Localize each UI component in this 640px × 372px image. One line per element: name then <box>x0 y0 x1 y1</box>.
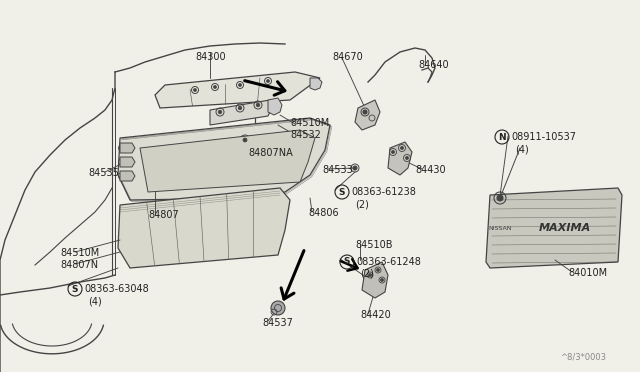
Circle shape <box>193 89 196 92</box>
Text: 08911-10537: 08911-10537 <box>511 132 576 142</box>
Text: MAXIMA: MAXIMA <box>539 223 591 233</box>
Polygon shape <box>486 188 622 268</box>
Text: 84807NA: 84807NA <box>248 148 292 158</box>
Text: 84670: 84670 <box>332 52 363 62</box>
Polygon shape <box>120 157 135 167</box>
Circle shape <box>238 106 242 110</box>
Text: 84640: 84640 <box>418 60 449 70</box>
Text: 84535: 84535 <box>88 168 119 178</box>
Polygon shape <box>120 171 135 181</box>
Text: 08363-63048: 08363-63048 <box>84 284 148 294</box>
Circle shape <box>266 80 269 83</box>
Circle shape <box>406 157 408 160</box>
Text: S: S <box>339 187 345 196</box>
Text: 84010M: 84010M <box>568 268 607 278</box>
Circle shape <box>369 273 371 276</box>
Text: N: N <box>498 132 506 141</box>
Circle shape <box>392 151 394 154</box>
Text: (4): (4) <box>88 296 102 306</box>
Circle shape <box>218 110 222 114</box>
Polygon shape <box>210 100 272 125</box>
Text: 08363-61248: 08363-61248 <box>356 257 421 267</box>
Circle shape <box>243 138 247 142</box>
Polygon shape <box>118 118 330 200</box>
Text: 84807: 84807 <box>148 210 179 220</box>
Polygon shape <box>140 130 315 192</box>
Text: (2): (2) <box>360 269 374 279</box>
Polygon shape <box>118 188 290 268</box>
Polygon shape <box>362 262 388 298</box>
Circle shape <box>376 269 380 272</box>
Polygon shape <box>155 72 320 108</box>
Text: S: S <box>344 257 350 266</box>
Text: S: S <box>72 285 78 294</box>
Circle shape <box>239 83 241 87</box>
Circle shape <box>256 103 260 107</box>
Circle shape <box>353 166 357 170</box>
Circle shape <box>401 147 403 150</box>
Circle shape <box>363 110 367 114</box>
Text: 84510M: 84510M <box>290 118 329 128</box>
Text: 84300: 84300 <box>195 52 226 62</box>
Polygon shape <box>388 142 412 175</box>
Text: NISSAN: NISSAN <box>488 225 512 231</box>
Text: 84532: 84532 <box>290 130 321 140</box>
Text: ^8/3*0003: ^8/3*0003 <box>560 353 606 362</box>
Polygon shape <box>268 98 282 115</box>
Text: 84430: 84430 <box>415 165 445 175</box>
Text: 84510B: 84510B <box>355 240 392 250</box>
Circle shape <box>271 301 285 315</box>
Circle shape <box>214 86 216 89</box>
Circle shape <box>497 195 503 201</box>
Text: 84806: 84806 <box>308 208 339 218</box>
Polygon shape <box>120 143 135 153</box>
Circle shape <box>381 279 383 282</box>
Polygon shape <box>355 100 380 130</box>
Text: 84420: 84420 <box>360 310 391 320</box>
Text: 08363-61238: 08363-61238 <box>351 187 416 197</box>
Text: 84807N: 84807N <box>60 260 98 270</box>
Text: (4): (4) <box>515 144 529 154</box>
Text: 84537: 84537 <box>262 318 293 328</box>
Text: (2): (2) <box>355 199 369 209</box>
Text: 84533: 84533 <box>322 165 353 175</box>
Text: 84510M: 84510M <box>60 248 99 258</box>
Polygon shape <box>310 78 322 90</box>
